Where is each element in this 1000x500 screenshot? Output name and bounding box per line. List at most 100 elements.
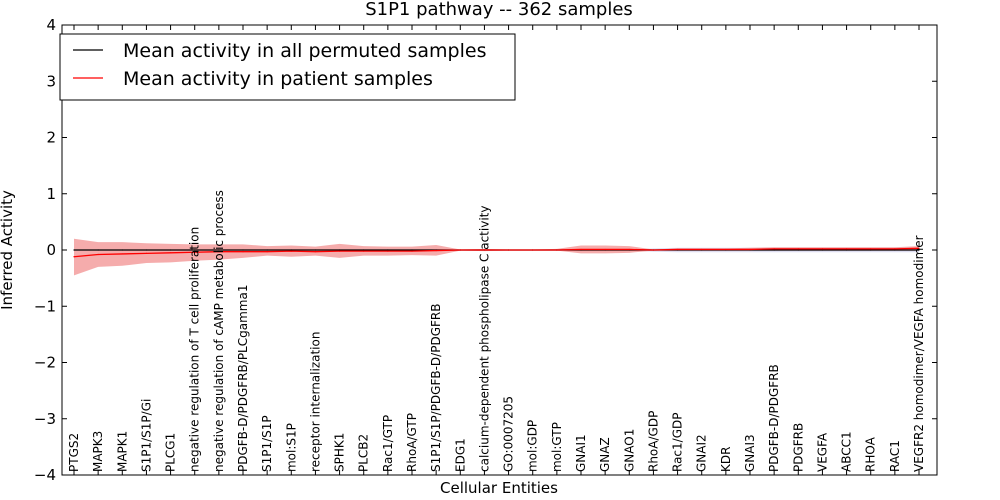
x-tick-label: Rac1/GTP [381,415,395,472]
band-patient [74,238,919,276]
x-tick-label: S1P1/S1P [260,415,274,472]
point-patient-29 [773,248,775,250]
x-tick-label: SPHK1 [333,433,347,472]
point-permuted-10 [314,249,317,251]
x-tick-label: PLCB2 [357,434,371,472]
x-tick-label: EDG1 [453,438,467,472]
x-tick-label: negative regulation of T cell proliferat… [188,227,202,472]
legend-box [59,33,516,101]
x-tick-label: MAPK3 [91,431,105,472]
point-patient-28 [749,248,751,251]
x-tick-label: RhoA/GDP [646,411,660,472]
x-tick-label: VEGFA [815,432,829,472]
y-tick-label: 4 [46,16,56,34]
y-axis-title: Inferred Activity [0,190,16,310]
point-permuted-3 [145,249,148,251]
x-tick-label: MAPK1 [115,431,129,472]
x-tick-label: PDGFRB [791,423,805,472]
point-patient-12 [363,250,365,252]
x-tick-label: PDGFB-D/PDGFRB [767,364,781,472]
point-patient-14 [411,250,413,252]
x-tick-label: ABCC1 [840,431,854,472]
y-tick-label: −3 [34,410,56,428]
point-patient-20 [556,249,558,251]
x-tick-label: GNAO1 [622,429,636,472]
y-tick-label: 3 [46,72,56,90]
point-permuted-31 [821,249,824,251]
point-permuted-14 [411,249,413,251]
point-patient-35 [918,247,920,249]
point-permuted-6 [218,249,220,251]
point-patient-10 [314,251,317,253]
point-permuted-8 [266,249,268,251]
legend: Mean activity in all permuted samples Me… [59,33,516,101]
point-patient-0 [73,256,75,258]
point-permuted-9 [290,249,292,251]
x-tick-label: KDR [719,447,733,472]
point-permuted-32 [845,249,848,251]
series-lines [73,247,920,258]
point-permuted-30 [797,249,799,251]
point-patient-22 [604,248,606,251]
line-patient [73,247,920,258]
x-tick-label: calcium-dependent phospholipase C activi… [477,206,491,472]
point-permuted-11 [338,249,341,251]
x-axis-title: Cellular Entities [440,479,558,497]
x-tick-label: GO:0007205 [502,396,516,472]
point-patient-33 [870,248,872,250]
x-tick-label: mol:GDP [526,420,540,472]
point-patient-1 [97,253,99,256]
point-patient-16 [459,249,461,251]
x-tick-label: VEGFR2 homodimer/VEGFA homodimer [912,235,926,472]
point-permuted-7 [242,249,244,251]
y-tick-label: 2 [46,129,56,147]
y-tick-label: −2 [34,354,56,372]
point-patient-30 [797,248,799,250]
point-patient-24 [652,249,655,251]
point-permuted-2 [121,249,123,251]
point-permuted-34 [894,249,896,251]
point-patient-31 [821,248,824,250]
x-tick-label: GNAI2 [695,434,709,472]
x-tick-label: GNAI3 [743,434,757,472]
point-patient-15 [435,249,437,252]
y-tick-label: −4 [34,466,56,484]
point-patient-27 [725,248,727,251]
x-tick-label: mol:S1P [284,423,298,472]
point-permuted-12 [363,249,365,251]
x-tick-label: GNAZ [598,437,612,472]
x-tick-label: Rac1/GDP [671,413,685,472]
point-patient-23 [628,248,630,251]
point-patient-3 [145,252,148,254]
point-patient-6 [218,251,220,253]
point-permuted-1 [97,249,99,251]
x-tick-label: RHOA [864,436,878,472]
point-patient-34 [894,248,896,250]
point-patient-32 [845,248,848,250]
x-tick-label: S1P1/S1P/Gi [139,399,153,472]
point-patient-9 [290,250,292,252]
point-permuted-33 [870,249,872,251]
point-patient-26 [701,248,703,251]
point-permuted-5 [194,249,196,251]
point-patient-13 [387,250,389,252]
point-permuted-4 [169,249,172,251]
point-patient-21 [580,248,582,251]
point-permuted-13 [387,249,389,251]
x-axis-ticks: PTGS2 MAPK3 MAPK1 S1P1/S1P/Gi PLCG1 negative … [67,25,926,475]
x-tick-label: PTGS2 [67,433,81,472]
point-patient-4 [169,252,172,254]
point-permuted-35 [918,249,920,251]
point-patient-11 [338,250,341,252]
point-patient-2 [121,253,123,255]
point-patient-19 [532,249,534,251]
x-tick-label: RhoA/GTP [405,413,419,472]
x-tick-label: RAC1 [888,440,902,472]
point-patient-8 [266,251,268,253]
point-patient-7 [242,251,244,253]
x-tick-label: mol:GTP [550,422,564,472]
legend-label-permuted: Mean activity in all permuted samples [123,40,486,62]
point-patient-18 [507,249,510,251]
x-tick-label: PDGFB-D/PDGFRB/PLCgamma1 [236,285,250,472]
